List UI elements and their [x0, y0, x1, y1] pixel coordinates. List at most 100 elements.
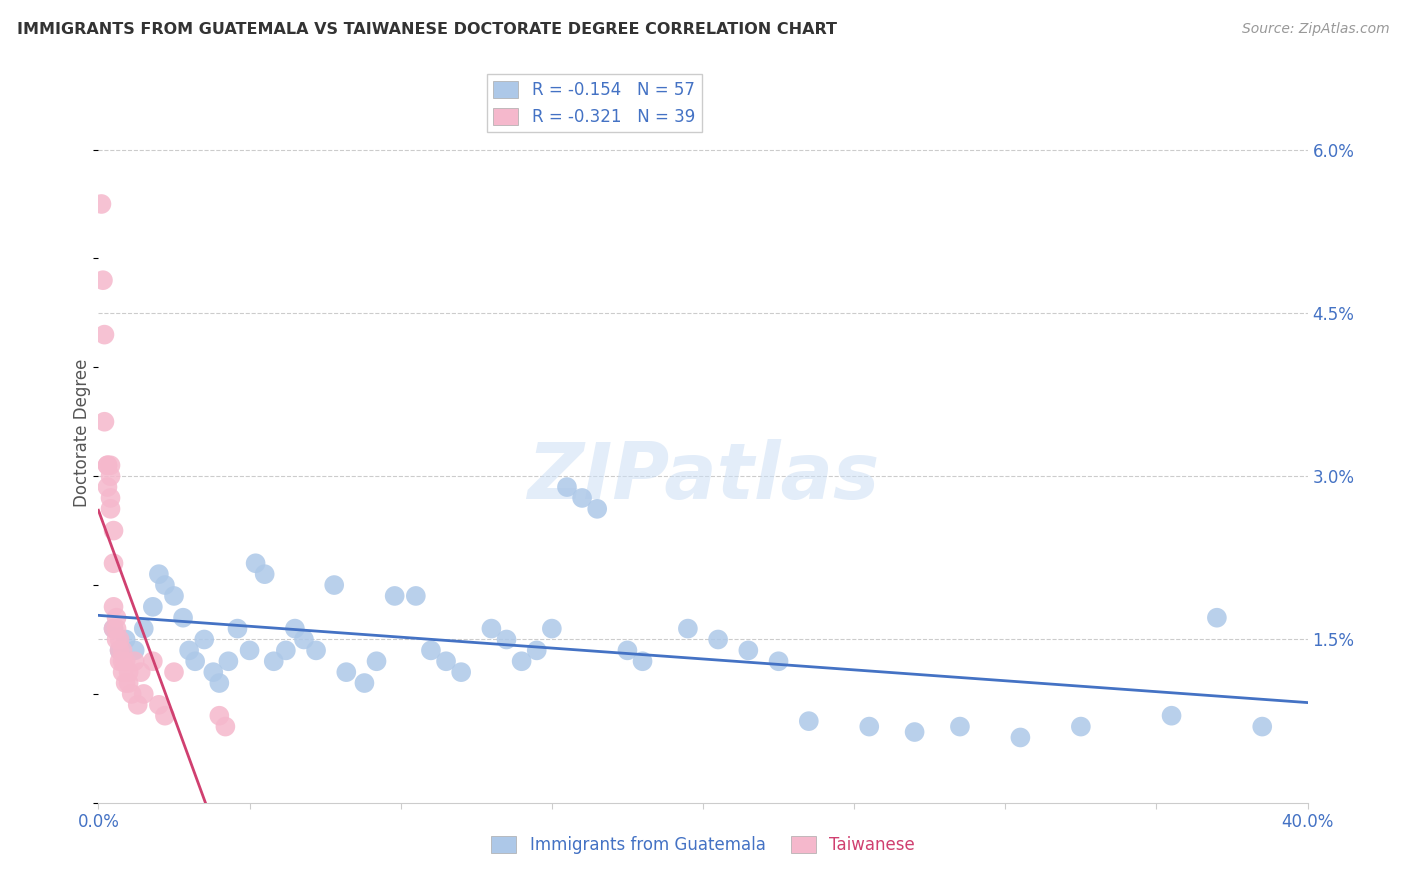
Point — [172, 610, 194, 624]
Point — [114, 654, 136, 668]
Point — [103, 599, 125, 614]
Point — [208, 676, 231, 690]
Point — [202, 665, 225, 680]
Text: ZIPatlas: ZIPatlas — [527, 439, 879, 515]
Point — [384, 589, 406, 603]
Point — [305, 643, 328, 657]
Point — [616, 643, 638, 657]
Point — [103, 524, 125, 538]
Point — [163, 589, 186, 603]
Point — [571, 491, 593, 505]
Point — [103, 622, 125, 636]
Point — [93, 327, 115, 342]
Point — [768, 654, 790, 668]
Point — [108, 643, 131, 657]
Text: Source: ZipAtlas.com: Source: ZipAtlas.com — [1241, 22, 1389, 37]
Point — [103, 622, 125, 636]
Point — [124, 643, 146, 657]
Point — [676, 622, 699, 636]
Point — [226, 622, 249, 636]
Point — [153, 708, 176, 723]
Point — [100, 491, 122, 505]
Point — [100, 469, 122, 483]
Point — [163, 665, 186, 680]
Point — [526, 643, 548, 657]
Point — [292, 632, 315, 647]
Point — [193, 632, 215, 647]
Point — [208, 708, 231, 723]
Point — [263, 654, 285, 668]
Point — [108, 654, 131, 668]
Point — [114, 632, 136, 647]
Point — [586, 501, 609, 516]
Point — [405, 589, 427, 603]
Point — [96, 458, 118, 473]
Point — [100, 458, 122, 473]
Point — [420, 643, 443, 657]
Point — [214, 720, 236, 734]
Point — [353, 676, 375, 690]
Point — [335, 665, 357, 680]
Text: IMMIGRANTS FROM GUATEMALA VS TAIWANESE DOCTORATE DEGREE CORRELATION CHART: IMMIGRANTS FROM GUATEMALA VS TAIWANESE D… — [17, 22, 837, 37]
Point — [179, 643, 201, 657]
Point — [555, 480, 578, 494]
Point — [284, 622, 307, 636]
Point — [103, 556, 125, 570]
Point — [245, 556, 267, 570]
Point — [481, 622, 503, 636]
Point — [495, 632, 517, 647]
Point — [132, 622, 155, 636]
Point — [111, 643, 134, 657]
Point — [142, 599, 165, 614]
Point — [142, 654, 165, 668]
Point — [434, 654, 457, 668]
Point — [323, 578, 346, 592]
Point — [239, 643, 262, 657]
Point — [111, 665, 134, 680]
Point — [91, 273, 114, 287]
Point — [631, 654, 654, 668]
Point — [707, 632, 730, 647]
Point — [93, 415, 115, 429]
Point — [217, 654, 239, 668]
Point — [153, 578, 176, 592]
Point — [111, 654, 134, 668]
Point — [96, 458, 118, 473]
Point — [540, 622, 562, 636]
Point — [105, 610, 128, 624]
Point — [148, 567, 170, 582]
Point — [450, 665, 472, 680]
Legend: Immigrants from Guatemala, Taiwanese: Immigrants from Guatemala, Taiwanese — [485, 830, 921, 861]
Point — [127, 698, 149, 712]
Point — [737, 643, 759, 657]
Point — [1010, 731, 1032, 745]
Point — [949, 720, 972, 734]
Point — [90, 197, 112, 211]
Point — [1160, 708, 1182, 723]
Point — [96, 480, 118, 494]
Point — [148, 698, 170, 712]
Point — [121, 687, 143, 701]
Point — [366, 654, 388, 668]
Point — [108, 643, 131, 657]
Point — [129, 665, 152, 680]
Point — [114, 676, 136, 690]
Point — [108, 632, 131, 647]
Y-axis label: Doctorate Degree: Doctorate Degree — [73, 359, 91, 507]
Point — [858, 720, 880, 734]
Point — [132, 687, 155, 701]
Point — [118, 665, 141, 680]
Point — [510, 654, 533, 668]
Point — [797, 714, 820, 728]
Point — [100, 501, 122, 516]
Point — [124, 654, 146, 668]
Point — [274, 643, 297, 657]
Point — [105, 632, 128, 647]
Point — [1251, 720, 1274, 734]
Point — [1070, 720, 1092, 734]
Point — [118, 676, 141, 690]
Point — [184, 654, 207, 668]
Point — [1206, 610, 1229, 624]
Point — [904, 725, 927, 739]
Point — [253, 567, 276, 582]
